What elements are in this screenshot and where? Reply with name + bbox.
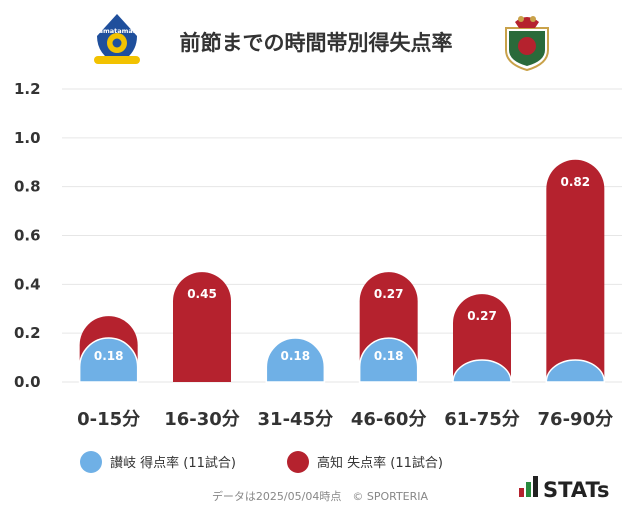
y-tick-label: 0.2	[14, 324, 41, 342]
kochi-united-crest-icon	[505, 16, 549, 72]
bar-kochi	[173, 272, 231, 382]
data-label-sanuki: 0.18	[94, 349, 124, 363]
data-label-sanuki: 0.18	[281, 349, 311, 363]
bar-kochi	[546, 159, 605, 382]
y-tick-label: 0.0	[14, 373, 41, 391]
bars	[78, 159, 606, 383]
y-tick-label: 0.8	[14, 178, 41, 196]
data-label-kochi: 0.82	[561, 175, 591, 189]
chart-header: Kamatamare 前節までの時間帯別得失点率	[94, 14, 549, 72]
legend-label-sanuki: 讃岐 得点率 (11試合)	[110, 455, 236, 471]
x-tick-label: 76-90分	[538, 409, 614, 430]
bar-sanuki	[265, 337, 326, 383]
legend-item-sanuki: 讃岐 得点率 (11試合)	[80, 451, 236, 473]
legend-marker-sanuki	[80, 451, 102, 473]
y-tick-label: 1.2	[14, 80, 41, 98]
y-tick-label: 1.0	[14, 129, 41, 147]
data-labels: 0.18 0.18 0.18 0.45 0.27 0.27 0.82	[94, 175, 590, 363]
y-tick-label: 0.6	[14, 227, 41, 245]
data-label-kochi: 0.27	[374, 287, 404, 301]
chart-title: 前節までの時間帯別得失点率	[180, 31, 453, 55]
legend-marker-kochi	[287, 451, 309, 473]
left-logo-text: Kamatamare	[94, 27, 141, 35]
bar-sanuki	[545, 359, 606, 383]
y-axis-ticks: 0.0 0.2 0.4 0.6 0.8 1.0 1.2	[14, 80, 41, 391]
x-tick-label: 46-60分	[351, 409, 427, 430]
legend: 讃岐 得点率 (11試合) 高知 失点率 (11試合)	[80, 451, 443, 473]
data-label-sanuki: 0.18	[374, 349, 404, 363]
x-tick-label: 61-75分	[444, 409, 520, 430]
stats-bar-logo-icon	[519, 476, 538, 497]
x-tick-label: 0-15分	[77, 409, 140, 430]
bar-sanuki	[78, 337, 139, 383]
kamatamare-sanuki-crest-icon: Kamatamare	[94, 14, 141, 64]
x-axis-ticks: 0-15分 16-30分 31-45分 46-60分 61-75分 76-90分	[77, 409, 613, 430]
bar-sanuki	[452, 359, 512, 383]
data-label-kochi: 0.27	[467, 309, 497, 323]
grid-lines	[62, 88, 622, 383]
legend-label-kochi: 高知 失点率 (11試合)	[317, 455, 443, 471]
x-tick-label: 16-30分	[164, 409, 240, 430]
legend-item-kochi: 高知 失点率 (11試合)	[287, 451, 443, 473]
x-tick-label: 31-45分	[258, 409, 334, 430]
y-tick-label: 0.4	[14, 275, 41, 293]
bar-sanuki	[358, 337, 419, 383]
stats-brand: STATs	[543, 478, 609, 502]
footer-note: データは2025/05/04時点 © SPORTERIA	[212, 489, 429, 503]
data-label-kochi: 0.45	[187, 287, 217, 301]
bar-kochi	[453, 294, 511, 382]
